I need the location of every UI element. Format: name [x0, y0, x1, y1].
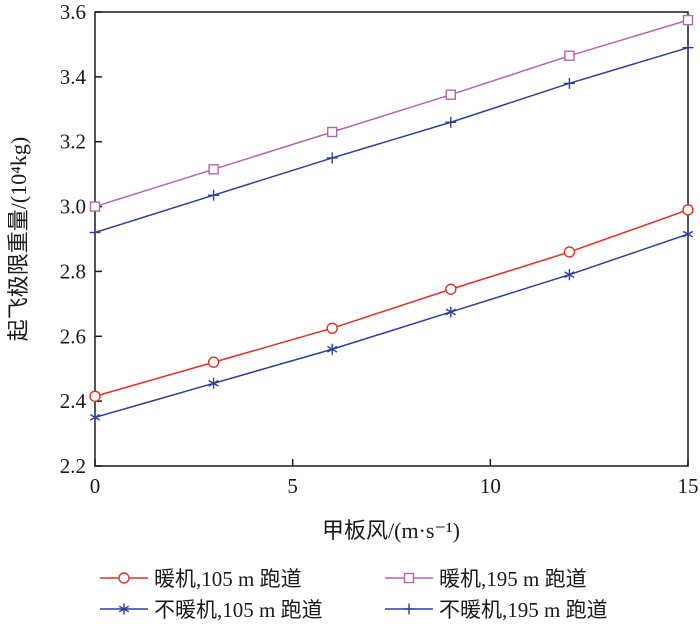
- marker-circle: [563, 246, 576, 258]
- marker-square: [682, 14, 694, 26]
- y-axis-label: 起飞极限重量/(10⁴kg): [6, 137, 31, 341]
- marker-asterisk: [327, 345, 338, 353]
- y-tick-label: 2.2: [60, 454, 86, 478]
- series-3: [89, 42, 694, 239]
- marker-square: [208, 164, 219, 175]
- legend-label: 暖机,105 m 跑道: [154, 567, 302, 591]
- x-axis-label: 甲板风/(m·s⁻¹): [322, 518, 460, 543]
- series-line: [94, 46, 689, 234]
- legend-item: 不暖机,195 m 跑道: [385, 598, 608, 622]
- marker-circle: [326, 322, 338, 334]
- series-2: [89, 228, 694, 423]
- y-tick-label: 3.2: [60, 130, 86, 154]
- legend-item: 不暖机,105 m 跑道: [100, 598, 323, 622]
- marker-asterisk: [445, 308, 456, 316]
- x-tick-label: 5: [287, 474, 298, 498]
- series-group: [89, 14, 694, 423]
- legend-item: 暖机,105 m 跑道: [100, 567, 302, 591]
- y-tick-label: 2.4: [60, 389, 87, 413]
- series-line: [94, 209, 689, 397]
- marker-circle: [89, 390, 101, 402]
- marker-asterisk: [682, 230, 694, 238]
- marker-circle: [445, 283, 457, 295]
- marker-asterisk: [89, 413, 101, 421]
- axis-ticks: 0 5 10 15 2.2 2.4 2.6 2.8 3.0 3.2 3.4 3.6: [60, 0, 699, 498]
- series-0: [89, 204, 694, 402]
- legend-label: 暖机,195 m 跑道: [439, 567, 587, 591]
- marker-asterisk: [208, 379, 219, 387]
- x-tick-label: 15: [678, 474, 699, 498]
- series-line: [94, 19, 689, 208]
- x-tick-label: 10: [480, 474, 501, 498]
- marker-asterisk: [564, 271, 575, 279]
- series-line: [94, 233, 689, 419]
- marker-circle: [207, 356, 220, 368]
- marker-circle: [118, 572, 130, 584]
- y-tick-label: 3.4: [60, 65, 87, 89]
- marker-square: [564, 50, 575, 61]
- y-tick-label: 3.6: [60, 0, 86, 24]
- marker-asterisk: [118, 605, 130, 613]
- legend-item: 暖机,195 m 跑道: [385, 567, 587, 591]
- series-1: [89, 14, 694, 212]
- y-tick-label: 3.0: [60, 195, 86, 219]
- legend-label: 不暖机,105 m 跑道: [154, 598, 323, 622]
- marker-square: [327, 126, 338, 138]
- y-tick-label: 2.6: [60, 324, 86, 348]
- marker-square: [89, 201, 101, 212]
- x-tick-label: 0: [90, 474, 101, 498]
- marker-square: [445, 89, 456, 100]
- plot-area: [94, 11, 689, 467]
- y-tick-label: 2.8: [60, 259, 86, 283]
- marker-square: [403, 572, 415, 584]
- marker-circle: [682, 204, 694, 216]
- legend-label: 不暖机,195 m 跑道: [439, 598, 608, 622]
